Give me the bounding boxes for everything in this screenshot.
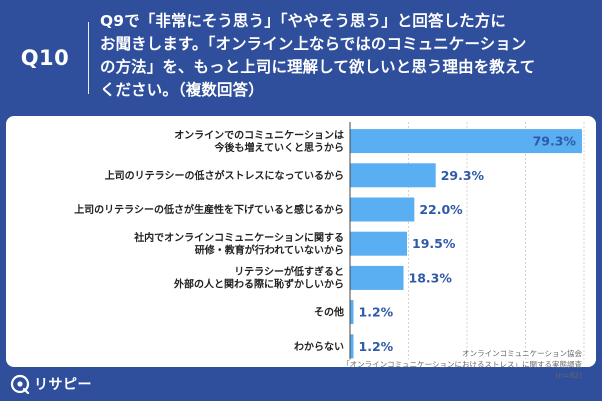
bar-value-label: 22.0%	[419, 202, 463, 217]
question-text: Q9で「非常にそう思う」「ややそう思う」と回答した方に お聞きします。「オンライ…	[100, 10, 595, 102]
bar-value-label: 1.2%	[359, 339, 394, 354]
category-label: リテラシーが低すぎると	[234, 265, 344, 278]
bar	[350, 163, 436, 188]
question-line: ください。（複数回答）	[100, 81, 264, 99]
category-label: その他	[314, 306, 344, 319]
category-label: 外部の人と関わる際に恥ずかしいから	[173, 278, 344, 291]
category-label: 研修・教育が行われていないから	[195, 243, 344, 256]
brand-name: リサピー	[34, 377, 92, 393]
bar	[350, 197, 415, 222]
bar	[350, 334, 354, 359]
risapy-logo-icon	[10, 374, 30, 394]
bar	[350, 129, 582, 154]
bar	[350, 265, 404, 290]
bar-value-label: 79.3%	[533, 134, 577, 149]
source-line: 「オンラインコミュニケーションにおけるストレス」に関する実態調査	[342, 360, 582, 369]
header-divider	[88, 22, 89, 94]
bar-value-label: 1.2%	[359, 305, 394, 320]
chart-card: 79.3% オンラインでのコミュニケーションは 今後も増えていくと思うから 29.3%…	[6, 116, 596, 380]
category-label: 今後も増えていくと思うから	[214, 141, 345, 154]
question-line: お聞きします。「オンライン上ならではのコミュニケーション	[100, 35, 527, 53]
question-line: の方法」を、もっと上司に理解して欲しいと思う理由を教えて	[100, 58, 536, 76]
source-note: オンラインコミュニケーション協会 「オンラインコミュニケーションにおけるストレス…	[342, 348, 582, 381]
category-label: 上司のリテラシーの低さがストレスになっているから	[105, 169, 344, 182]
bar	[350, 300, 354, 325]
bar	[350, 231, 408, 256]
category-label: わからない	[294, 341, 344, 353]
category-label: 上司のリテラシーの低さが生産性を下げていると感じるから	[74, 203, 344, 216]
question-line: Q9で「非常にそう思う」「ややそう思う」と回答した方に	[100, 12, 506, 30]
bar-value-label: 29.3%	[441, 168, 485, 183]
category-label: オンラインでのコミュニケーションは	[174, 129, 344, 141]
category-label: 社内でオンラインコミュニケーションに関する	[133, 231, 344, 244]
bar-value-label: 19.5%	[412, 236, 456, 251]
bar-value-label: 18.3%	[409, 270, 453, 285]
source-line: (n=82)	[555, 371, 582, 380]
source-line: オンラインコミュニケーション協会	[462, 349, 582, 358]
question-number: Q10	[20, 46, 70, 70]
question-header: Q10 Q9で「非常にそう思う」「ややそう思う」と回答した方に お聞きします。「…	[0, 0, 602, 114]
brand: リサピー	[10, 373, 92, 395]
